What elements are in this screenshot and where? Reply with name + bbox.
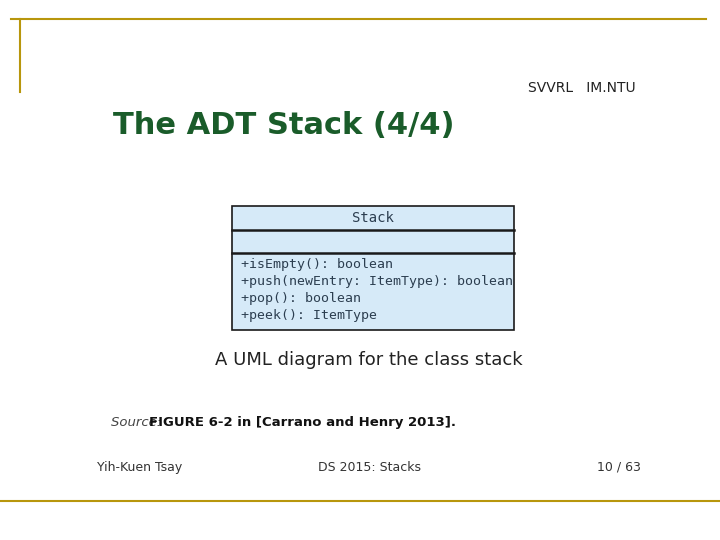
Text: The ADT Stack (4/4): The ADT Stack (4/4) [114,111,455,140]
Text: +push(newEntry: ItemType): boolean: +push(newEntry: ItemType): boolean [240,275,513,288]
Text: DS 2015: Stacks: DS 2015: Stacks [318,461,420,474]
Text: SVVRL   IM.NTU: SVVRL IM.NTU [528,80,636,94]
Text: Stack: Stack [352,211,394,225]
Text: +pop(): boolean: +pop(): boolean [240,292,361,305]
Text: 10 / 63: 10 / 63 [598,461,642,474]
Text: FIGURE 6-2 in [Carrano and Henry 2013].: FIGURE 6-2 in [Carrano and Henry 2013]. [149,416,456,429]
Text: A UML diagram for the class stack: A UML diagram for the class stack [215,351,523,369]
Text: Source:: Source: [111,416,166,429]
Text: +isEmpty(): boolean: +isEmpty(): boolean [240,258,392,271]
Text: +peek(): ItemType: +peek(): ItemType [240,309,377,322]
Text: Yih-Kuen Tsay: Yih-Kuen Tsay [96,461,182,474]
Bar [233,206,514,330]
